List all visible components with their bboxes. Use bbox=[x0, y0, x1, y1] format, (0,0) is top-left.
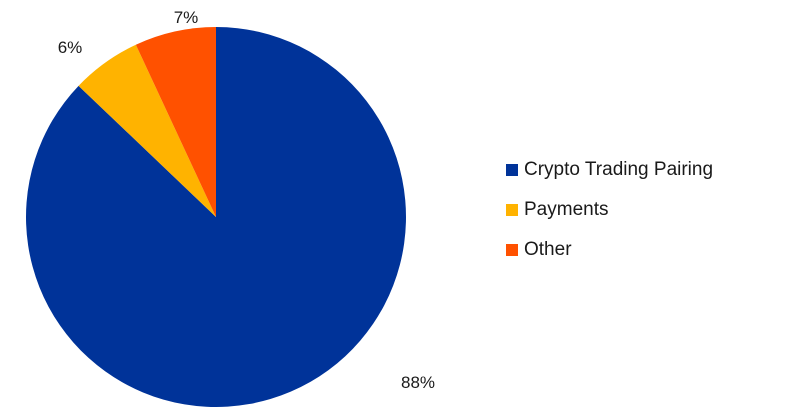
pie-slices bbox=[26, 27, 406, 407]
legend-label-other: Other bbox=[524, 238, 572, 260]
legend-item-other: Other bbox=[506, 238, 713, 260]
legend-swatch-crypto-trading-pairing bbox=[506, 163, 518, 176]
legend-item-payments: Payments bbox=[506, 198, 713, 220]
legend-swatch-other bbox=[506, 243, 518, 256]
legend-label-payments: Payments bbox=[524, 198, 609, 220]
legend-item-crypto-trading-pairing: Crypto Trading Pairing bbox=[506, 158, 714, 180]
pie-label-crypto-trading-pairing: 88% bbox=[401, 373, 435, 392]
pie-slice-other bbox=[135, 27, 216, 217]
legend-swatch-payments bbox=[506, 203, 518, 216]
pie-slice-crypto-trading-pairing bbox=[26, 27, 406, 407]
legend: Crypto Trading Pairing Payments Other bbox=[506, 158, 714, 280]
pie-slice-payments bbox=[78, 44, 216, 217]
pie-label-payments: 6% bbox=[58, 38, 83, 57]
pie-labels: 88% 7% 6% bbox=[58, 8, 435, 392]
legend-label-crypto-trading-pairing: Crypto Trading Pairing bbox=[524, 158, 714, 180]
pie-label-other: 7% bbox=[174, 8, 199, 27]
